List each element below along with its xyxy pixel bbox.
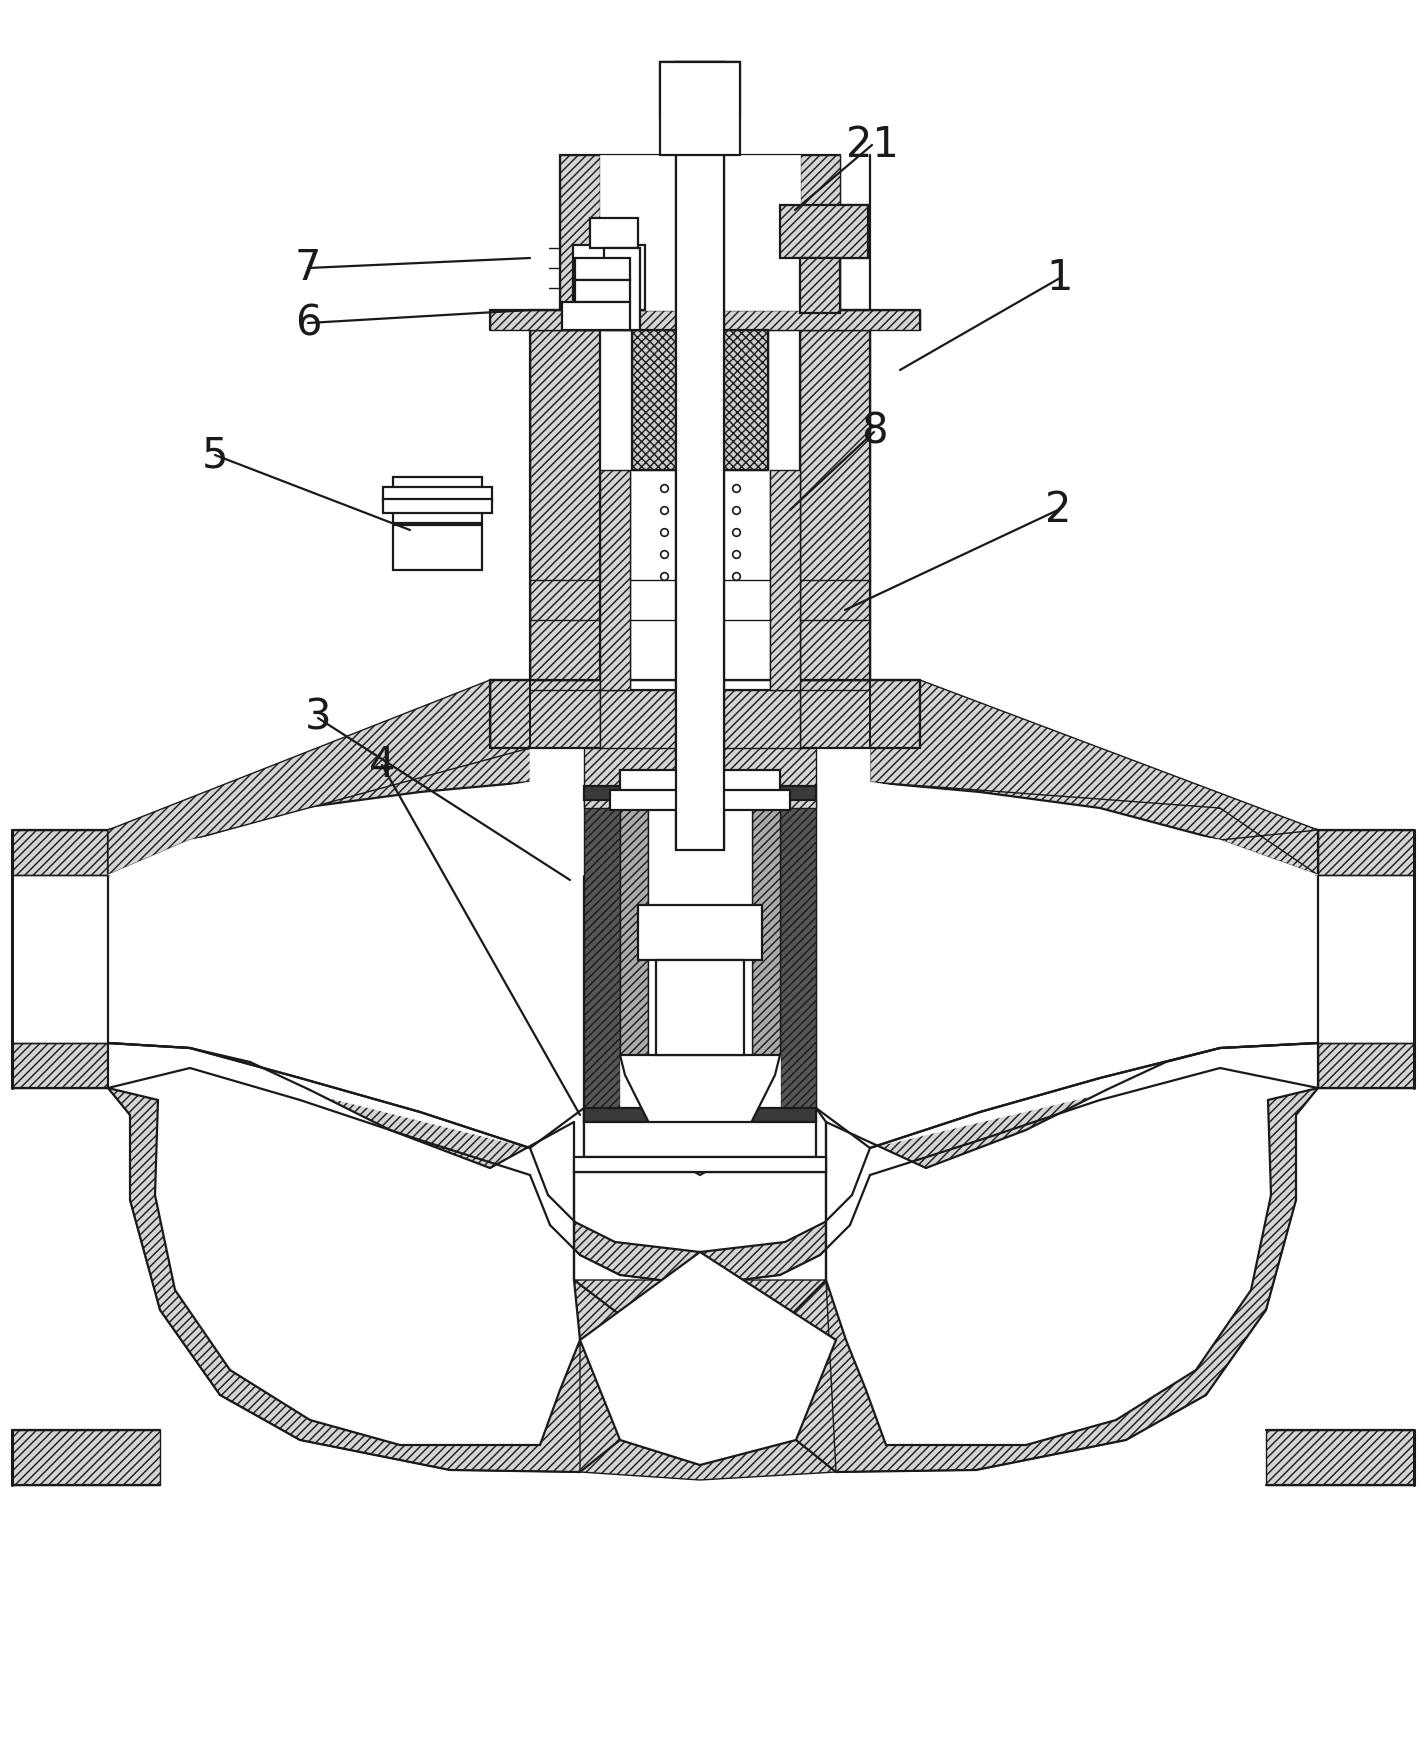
Polygon shape bbox=[108, 749, 1318, 875]
Polygon shape bbox=[575, 1280, 836, 1480]
Bar bbox=[620, 801, 647, 1054]
Bar bbox=[676, 330, 724, 889]
Bar bbox=[585, 801, 620, 1108]
Bar bbox=[752, 801, 780, 1054]
Bar bbox=[11, 830, 108, 875]
Bar bbox=[600, 471, 630, 690]
Bar bbox=[780, 205, 868, 259]
Polygon shape bbox=[108, 330, 530, 875]
Bar bbox=[585, 749, 816, 808]
Bar bbox=[600, 155, 800, 309]
Bar bbox=[575, 1157, 826, 1172]
Polygon shape bbox=[870, 782, 1318, 1148]
Bar bbox=[491, 679, 600, 749]
Bar bbox=[1318, 1042, 1415, 1087]
Text: 3: 3 bbox=[305, 697, 331, 738]
Bar bbox=[780, 801, 816, 1108]
Bar bbox=[530, 330, 600, 749]
Bar bbox=[632, 330, 769, 471]
Bar bbox=[620, 769, 780, 801]
Bar bbox=[676, 63, 724, 849]
Polygon shape bbox=[870, 330, 1318, 875]
Bar bbox=[620, 801, 780, 1108]
Bar bbox=[600, 330, 800, 749]
Bar bbox=[384, 486, 492, 500]
Text: 8: 8 bbox=[861, 412, 887, 453]
Bar bbox=[575, 280, 630, 302]
Polygon shape bbox=[108, 782, 530, 1148]
Text: 21: 21 bbox=[846, 123, 898, 167]
Bar bbox=[637, 905, 761, 961]
Bar bbox=[384, 499, 492, 512]
Bar bbox=[800, 330, 870, 749]
Bar bbox=[491, 679, 600, 749]
Bar bbox=[605, 248, 640, 330]
Bar bbox=[800, 679, 920, 749]
Bar bbox=[585, 1122, 816, 1157]
Polygon shape bbox=[620, 1054, 780, 1174]
Polygon shape bbox=[108, 1047, 640, 1471]
Text: 7: 7 bbox=[295, 247, 321, 288]
Bar bbox=[1266, 1430, 1415, 1485]
Bar bbox=[590, 219, 637, 248]
Bar bbox=[491, 679, 920, 749]
Bar bbox=[560, 155, 600, 309]
Bar bbox=[660, 63, 740, 155]
Polygon shape bbox=[108, 749, 1318, 1285]
Bar bbox=[676, 63, 724, 849]
Bar bbox=[770, 471, 800, 690]
Bar bbox=[575, 259, 630, 280]
Bar bbox=[1318, 830, 1415, 875]
Bar bbox=[800, 259, 840, 313]
Bar bbox=[610, 790, 790, 809]
Text: 4: 4 bbox=[369, 743, 395, 787]
Text: 5: 5 bbox=[201, 434, 228, 476]
Bar bbox=[11, 1430, 160, 1485]
Bar bbox=[647, 801, 752, 1054]
Polygon shape bbox=[108, 1042, 580, 1445]
Bar bbox=[491, 309, 920, 330]
Bar bbox=[562, 302, 630, 330]
Text: 1: 1 bbox=[1047, 257, 1074, 299]
Polygon shape bbox=[826, 1042, 1318, 1445]
Bar bbox=[656, 961, 744, 1054]
Bar bbox=[394, 478, 482, 523]
Polygon shape bbox=[108, 782, 1318, 1252]
Polygon shape bbox=[776, 1047, 1318, 1471]
Bar bbox=[585, 1108, 816, 1122]
Bar bbox=[11, 1042, 108, 1087]
Bar bbox=[573, 245, 645, 309]
Polygon shape bbox=[580, 1252, 836, 1464]
Bar bbox=[660, 63, 740, 116]
Bar bbox=[394, 525, 482, 570]
Text: 6: 6 bbox=[295, 302, 321, 344]
Bar bbox=[600, 690, 800, 750]
Bar bbox=[585, 787, 816, 801]
Text: 2: 2 bbox=[1045, 490, 1071, 532]
Bar bbox=[800, 155, 840, 309]
Bar bbox=[800, 679, 920, 749]
